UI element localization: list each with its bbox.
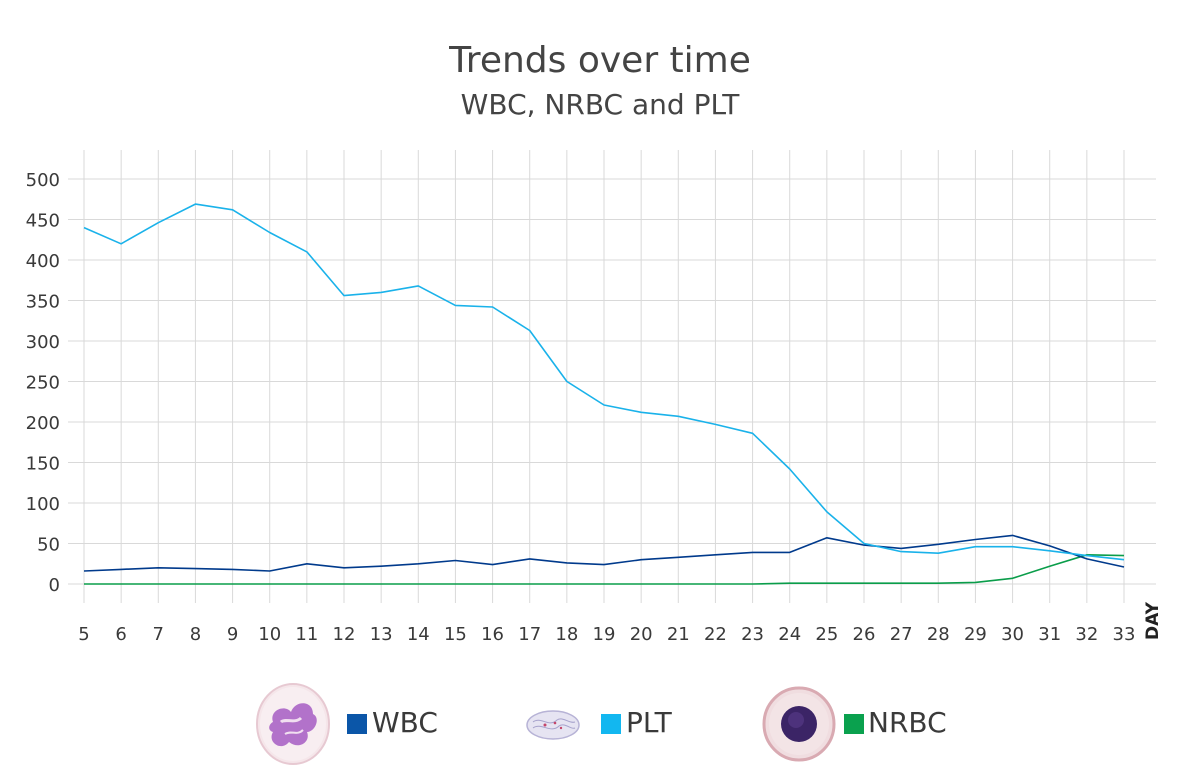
legend: WBC PLT NRBC <box>0 680 1200 770</box>
series-line-nrbc <box>84 553 1125 585</box>
y-tick-label-250: 250 <box>26 373 60 394</box>
legend-item-plt: PLT <box>525 680 695 770</box>
series-line-wbc <box>83 534 1125 572</box>
x-tick-label-19: 19 <box>593 624 616 645</box>
y-tick-label-350: 350 <box>26 292 60 313</box>
x-tick-label-5: 5 <box>78 624 89 645</box>
x-tick-label-7: 7 <box>153 624 164 645</box>
y-tick-label-150: 150 <box>26 454 60 475</box>
legend-swatch-wbc <box>347 714 367 734</box>
legend-label-nrbc: NRBC <box>868 706 947 739</box>
x-tick-label-13: 13 <box>370 624 393 645</box>
x-tick-label-24: 24 <box>778 624 801 645</box>
y-tick-label-200: 200 <box>26 413 60 434</box>
x-tick-label-20: 20 <box>630 624 653 645</box>
neutrophil-cell-icon <box>256 683 330 765</box>
x-tick-label-14: 14 <box>407 624 430 645</box>
legend-item-wbc: WBC <box>255 680 455 770</box>
x-tick-label-15: 15 <box>444 624 467 645</box>
x-tick-label-31: 31 <box>1038 624 1061 645</box>
y-tick-label-300: 300 <box>26 332 60 353</box>
legend-swatch-plt <box>601 714 621 734</box>
x-tick-label-26: 26 <box>853 624 876 645</box>
legend-label-plt: PLT <box>626 706 672 739</box>
x-axis-tick-labels: 5 6 7 8 9 10 11 12 13 14 15 16 17 18 19 20 21 22 23 24 25 26 2… <box>78 624 1135 645</box>
x-tick-label-11: 11 <box>295 624 318 645</box>
x-tick-label-9: 9 <box>227 624 238 645</box>
legend-item-nrbc: NRBC <box>762 680 962 770</box>
x-tick-label-30: 30 <box>1001 624 1024 645</box>
x-tick-label-17: 17 <box>518 624 541 645</box>
legend-swatch-nrbc <box>844 714 864 734</box>
vertical-gridlines <box>83 150 1125 603</box>
x-tick-label-16: 16 <box>481 624 504 645</box>
y-axis-tick-labels: 0 50 100 150 200 250 300 350 400 450 500 <box>26 170 60 596</box>
x-tick-label-32: 32 <box>1075 624 1098 645</box>
chart-subtitle: WBC, NRBC and PLT <box>460 88 740 121</box>
x-tick-label-33: 33 <box>1113 624 1136 645</box>
x-tick-label-29: 29 <box>964 624 987 645</box>
x-tick-label-23: 23 <box>741 624 764 645</box>
legend-label-wbc: WBC <box>372 706 438 739</box>
series-line-plt <box>83 203 1125 561</box>
nucleated-red-blood-cell-icon <box>762 686 836 762</box>
x-tick-label-18: 18 <box>555 624 578 645</box>
x-tick-label-22: 22 <box>704 624 727 645</box>
x-tick-label-6: 6 <box>115 624 126 645</box>
x-tick-label-12: 12 <box>333 624 356 645</box>
x-tick-label-25: 25 <box>815 624 838 645</box>
y-tick-label-450: 450 <box>26 211 60 232</box>
platelet-cell-icon <box>526 710 580 740</box>
y-tick-label-100: 100 <box>26 494 60 515</box>
x-tick-label-28: 28 <box>927 624 950 645</box>
series-lines <box>83 203 1125 585</box>
y-tick-label-0: 0 <box>49 575 60 596</box>
chart-title: Trends over time <box>449 40 751 81</box>
y-tick-label-50: 50 <box>37 535 60 556</box>
y-tick-label-500: 500 <box>26 170 60 191</box>
x-tick-label-27: 27 <box>890 624 913 645</box>
x-tick-label-21: 21 <box>667 624 690 645</box>
y-tick-label-400: 400 <box>26 251 60 272</box>
x-tick-label-8: 8 <box>190 624 201 645</box>
horizontal-gridlines <box>68 178 1156 585</box>
x-tick-label-10: 10 <box>258 624 281 645</box>
line-chart: 0 50 100 150 200 250 300 350 400 450 500 5 6 7 8 9 10 11… <box>26 150 1163 645</box>
x-axis-label: DAY <box>1143 601 1163 640</box>
